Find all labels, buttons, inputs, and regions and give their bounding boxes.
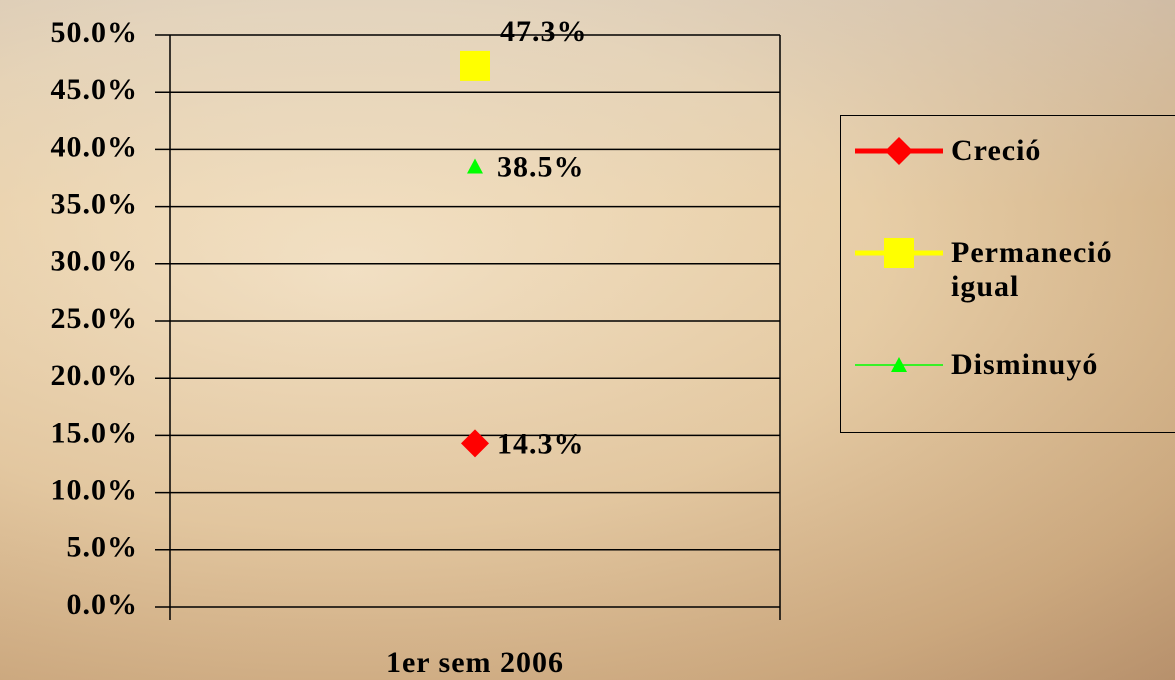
data-label: 14.3%: [497, 427, 585, 460]
data-point: [460, 51, 490, 81]
legend-item: Creció: [853, 134, 1166, 168]
data-label: 47.3%: [500, 15, 588, 48]
data-point: [461, 429, 489, 457]
legend-item: Disminuyó: [853, 348, 1166, 382]
page: 0.0% 5.0% 10.0% 15.0% 20.0% 25.0% 30.0% 35.0% 40…: [0, 0, 1175, 680]
y-tick-label: 45.0%: [51, 73, 139, 106]
legend-icon: [853, 348, 945, 382]
y-tick-label: 50.0%: [51, 16, 139, 49]
legend-marker: [884, 238, 914, 268]
legend-icon: [853, 236, 945, 270]
x-tick-label: 1er sem 2006: [386, 646, 564, 679]
y-tick-label: 40.0%: [51, 130, 139, 163]
y-tick-label: 35.0%: [51, 187, 139, 220]
y-tick-label: 25.0%: [51, 302, 139, 335]
legend-label: Permaneció igual: [951, 236, 1166, 304]
y-tick-label: 5.0%: [67, 531, 139, 564]
y-tick-label: 20.0%: [51, 359, 139, 392]
legend-icon: [853, 134, 945, 168]
legend: Creció Permaneció igual Disminuyó: [840, 115, 1175, 433]
y-tick-label: 0.0%: [67, 588, 139, 621]
legend-label: Creció: [951, 134, 1166, 168]
legend-label: Disminuyó: [951, 348, 1166, 382]
legend-marker: [885, 137, 913, 165]
data-label: 38.5%: [497, 150, 585, 183]
legend-item: Permaneció igual: [853, 236, 1166, 304]
y-tick-label: 10.0%: [51, 473, 139, 506]
data-point: [467, 159, 483, 174]
y-tick-label: 15.0%: [51, 416, 139, 449]
y-tick-label: 30.0%: [51, 245, 139, 278]
